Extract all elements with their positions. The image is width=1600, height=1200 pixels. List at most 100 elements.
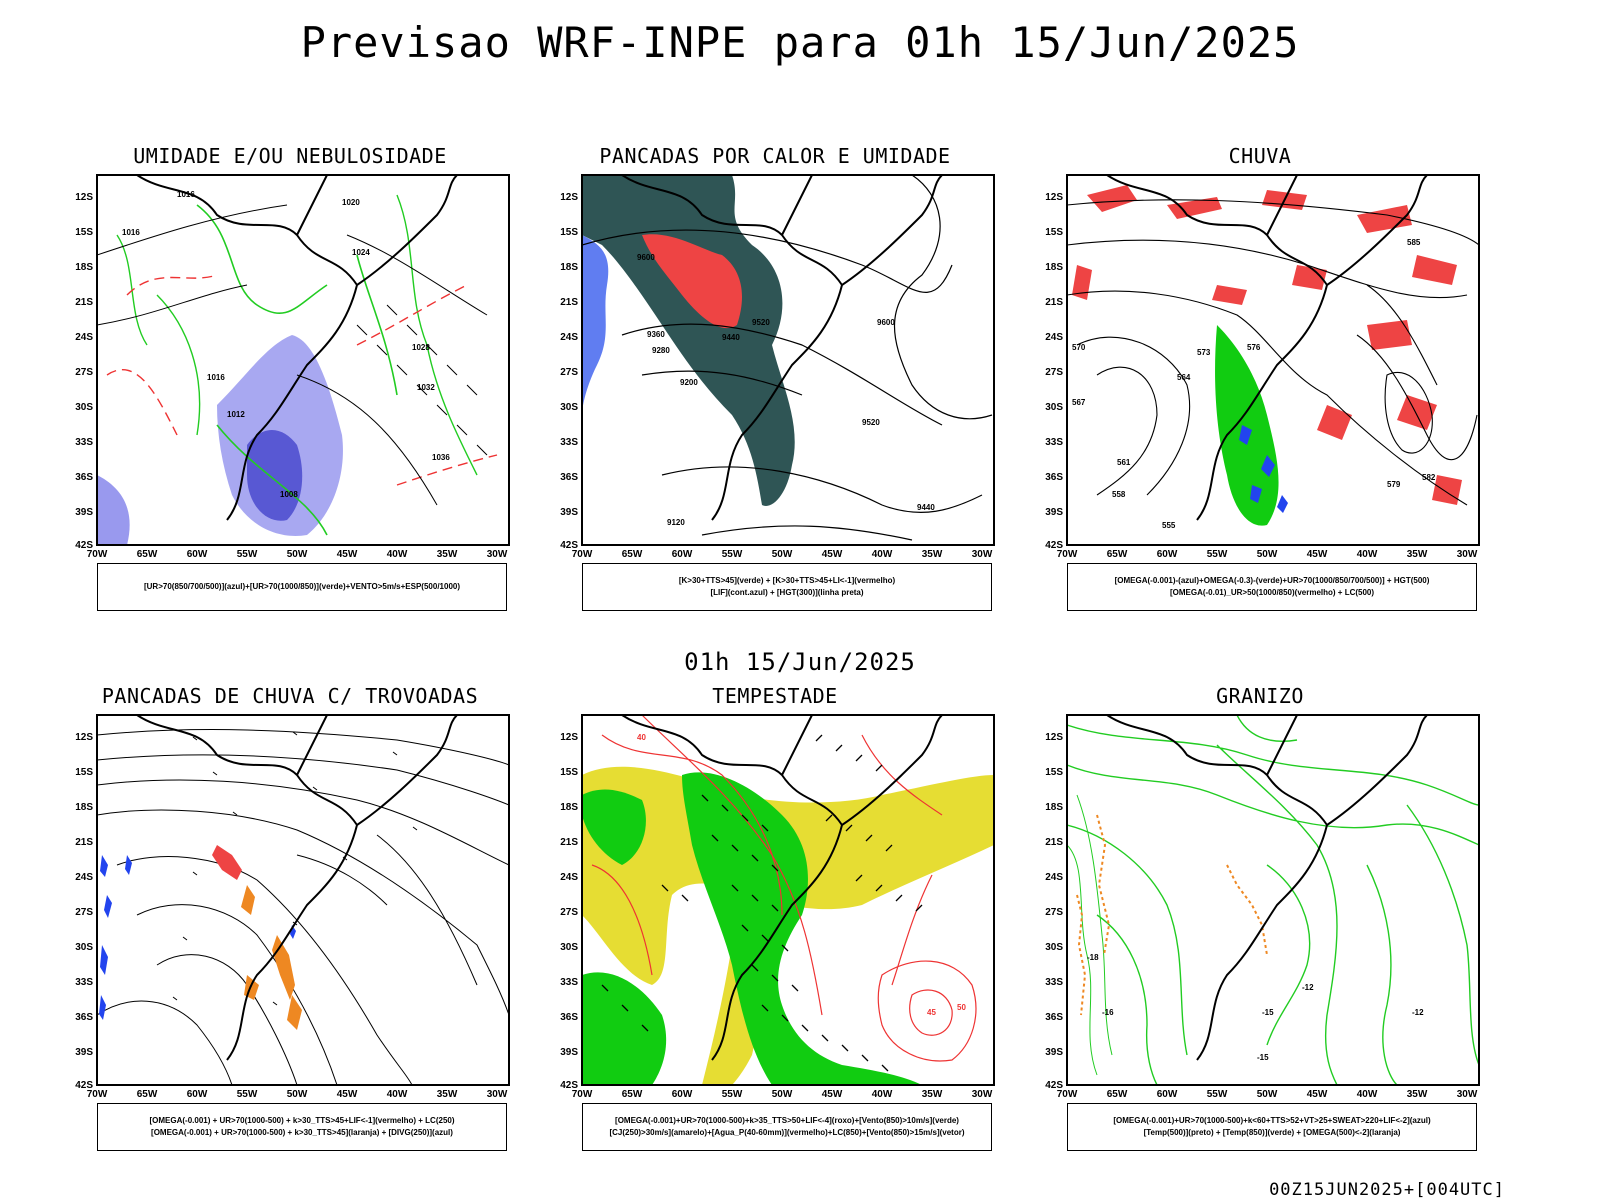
contour-label: 579	[1387, 480, 1401, 489]
lat-label: 36S	[1045, 1012, 1063, 1023]
lat-label: 39S	[75, 507, 93, 518]
legend-box: [UR>70(850/700/500)](azul)+[UR>70(1000/8…	[97, 563, 507, 611]
lat-label: 18S	[1045, 262, 1063, 273]
map-chuva: 12S 15S 18S 21S 24S 27S 30S 33S 36S 39S …	[1045, 174, 1480, 560]
panel-chuva: CHUVA 12S 15S 18S 21S 24S 27S 30S 33S 36…	[1040, 144, 1480, 620]
contour-label: 555	[1162, 521, 1176, 530]
contour-label: 9440	[722, 333, 740, 342]
contour-label: 558	[1112, 490, 1126, 499]
legend-box: [OMEGA(-0.001)+UR>70(1000-500)+k>35_TTS>…	[582, 1103, 992, 1151]
lat-label: 24S	[1045, 872, 1063, 883]
lat-label: 18S	[75, 262, 93, 273]
lon-label: 65W	[622, 1089, 643, 1100]
legend-box: [OMEGA(-0.001)-(azul)+OMEGA(-0.3)-(verde…	[1067, 563, 1477, 611]
lat-label: 36S	[560, 1012, 578, 1023]
lat-label: 24S	[560, 332, 578, 343]
panel-umidade: UMIDADE E/OU NEBULOSIDADE 12S 15S 18S 21…	[70, 144, 510, 620]
lat-label: 21S	[75, 297, 93, 308]
contour-label: 45	[927, 1008, 936, 1017]
lat-label: 27S	[1045, 367, 1063, 378]
lon-label: 50W	[772, 549, 793, 560]
lon-label: 35W	[437, 549, 458, 560]
contour-label: 9360	[647, 330, 665, 339]
lat-label: 27S	[75, 907, 93, 918]
lat-label: 33S	[1045, 977, 1063, 988]
lon-label: 35W	[1407, 1089, 1428, 1100]
lat-label: 30S	[1045, 402, 1063, 413]
lat-label: 42S	[560, 540, 578, 551]
lat-label: 18S	[75, 802, 93, 813]
lat-label: 39S	[560, 1047, 578, 1058]
lat-label: 12S	[560, 192, 578, 203]
contour-label: 585	[1407, 238, 1421, 247]
lat-label: 39S	[75, 1047, 93, 1058]
lon-label: 50W	[287, 549, 308, 560]
panel-title: UMIDADE E/OU NEBULOSIDADE	[133, 144, 447, 168]
lon-label: 35W	[1407, 549, 1428, 560]
map-umidade: 12S 15S 18S 21S 24S 27S 30S 33S 36S 39S …	[75, 174, 510, 560]
lat-label: 39S	[1045, 507, 1063, 518]
lon-label: 30W	[972, 1089, 993, 1100]
lat-label: 21S	[1045, 297, 1063, 308]
contour-label: 9520	[752, 318, 770, 327]
lon-label: 70W	[1057, 549, 1078, 560]
lat-label: 21S	[1045, 837, 1063, 848]
lon-label: 65W	[1107, 1089, 1128, 1100]
lon-label: 55W	[722, 1089, 743, 1100]
lon-label: 40W	[1357, 549, 1378, 560]
lat-label: 33S	[1045, 437, 1063, 448]
lat-label: 15S	[1045, 227, 1063, 238]
lat-label: 24S	[560, 872, 578, 883]
lon-label: 45W	[1307, 549, 1328, 560]
panel-title: PANCADAS DE CHUVA C/ TROVOADAS	[101, 684, 479, 708]
contour-label: 9600	[637, 253, 655, 262]
lon-label: 65W	[622, 549, 643, 560]
contour-label: -12	[1412, 1008, 1424, 1017]
lon-label: 30W	[972, 549, 993, 560]
forecast-timestamp: 00Z15JUN2025+[004UTC]	[1269, 1180, 1505, 1200]
lat-label: 36S	[75, 472, 93, 483]
contour-label: 1020	[342, 198, 360, 207]
contour-label: 1024	[352, 248, 370, 257]
contour-label: 570	[1072, 343, 1086, 352]
contour-label: 9520	[862, 418, 880, 427]
lon-label: 30W	[487, 549, 508, 560]
legend-line: [OMEGA(-0.001)+UR>70(1000-500)+k>35_TTS>…	[615, 1116, 959, 1125]
contour-label: 567	[1072, 398, 1086, 407]
panel-tempestade: TEMPESTADE 12S 15S 18S 21S 24S 27S 30S 3…	[555, 684, 995, 1160]
lon-label: 30W	[487, 1089, 508, 1100]
contour-label: 9600	[877, 318, 895, 327]
map-granizo: 12S 15S 18S 21S 24S 27S 30S 33S 36S 39S …	[1045, 714, 1480, 1100]
legend-line: [OMEGA(-0.001)-(azul)+OMEGA(-0.3)-(verde…	[1114, 576, 1430, 585]
contour-label: 1028	[412, 343, 430, 352]
panel-pancadas-trovoadas: PANCADAS DE CHUVA C/ TROVOADAS 12S 15S 1…	[70, 684, 510, 1160]
lat-label: 30S	[560, 402, 578, 413]
lon-label: 70W	[572, 1089, 593, 1100]
lat-label: 12S	[75, 192, 93, 203]
lat-label: 42S	[560, 1080, 578, 1091]
lon-label: 35W	[437, 1089, 458, 1100]
lon-label: 40W	[1357, 1089, 1378, 1100]
lat-label: 27S	[560, 907, 578, 918]
panel-pancadas-calor: PANCADAS POR CALOR E UMIDADE 12S 15S 18S…	[555, 144, 995, 620]
lat-label: 33S	[75, 437, 93, 448]
lon-label: 60W	[187, 1089, 208, 1100]
lat-label: 42S	[1045, 540, 1063, 551]
lon-label: 60W	[1157, 549, 1178, 560]
lon-label: 50W	[1257, 549, 1278, 560]
lat-label: 33S	[560, 437, 578, 448]
panel-title: CHUVA	[1228, 144, 1292, 168]
lon-label: 60W	[187, 549, 208, 560]
contour-label: 40	[637, 733, 646, 742]
lon-label: 55W	[1207, 1089, 1228, 1100]
contour-label: 9280	[652, 346, 670, 355]
mid-time: 01h 15/Jun/2025	[684, 648, 916, 676]
map-pancadas-trovoadas: 12S 15S 18S 21S 24S 27S 30S 33S 36S 39S …	[75, 714, 510, 1100]
lat-label: 27S	[75, 367, 93, 378]
lon-label: 40W	[872, 1089, 893, 1100]
lon-label: 45W	[337, 1089, 358, 1100]
contour-label: 573	[1197, 348, 1211, 357]
contour-label: -18	[1087, 953, 1099, 962]
lat-label: 21S	[75, 837, 93, 848]
lon-label: 70W	[87, 549, 108, 560]
